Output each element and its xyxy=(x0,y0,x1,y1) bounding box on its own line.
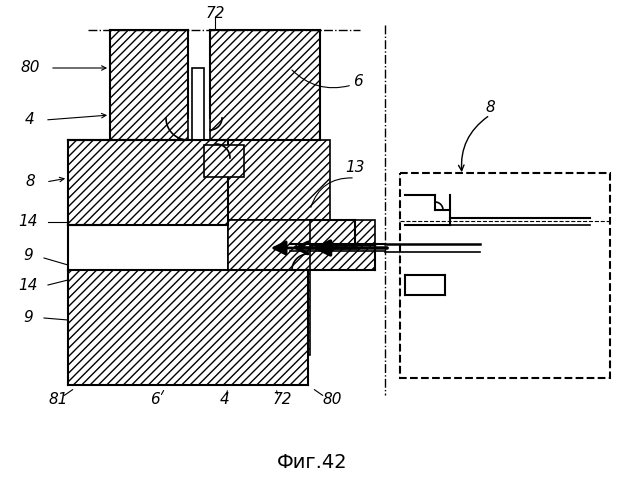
Text: Фиг.42: Фиг.42 xyxy=(277,454,348,472)
Bar xyxy=(68,140,228,225)
Text: 8: 8 xyxy=(25,174,35,190)
Text: 81: 81 xyxy=(48,392,68,407)
Bar xyxy=(450,218,560,225)
Bar xyxy=(110,30,188,140)
Text: 6: 6 xyxy=(353,74,363,90)
Bar xyxy=(400,173,610,378)
Text: 14: 14 xyxy=(18,214,38,230)
Text: 13: 13 xyxy=(345,160,365,176)
Bar xyxy=(204,145,244,177)
Text: 72: 72 xyxy=(205,6,225,20)
Text: 9: 9 xyxy=(23,310,33,326)
Bar xyxy=(228,140,330,220)
Text: 4: 4 xyxy=(25,112,35,128)
Text: 72: 72 xyxy=(272,392,292,407)
Bar xyxy=(228,220,310,355)
Text: 6: 6 xyxy=(150,392,160,407)
Bar xyxy=(310,220,375,270)
Bar xyxy=(192,68,204,158)
Bar xyxy=(228,220,330,270)
Bar xyxy=(210,30,320,140)
Text: 8: 8 xyxy=(485,100,495,116)
Text: 14: 14 xyxy=(18,278,38,292)
Bar xyxy=(68,270,308,385)
Text: 80: 80 xyxy=(322,392,342,407)
Text: 9: 9 xyxy=(23,248,33,262)
Text: 80: 80 xyxy=(20,60,40,76)
Text: 4: 4 xyxy=(220,392,230,407)
